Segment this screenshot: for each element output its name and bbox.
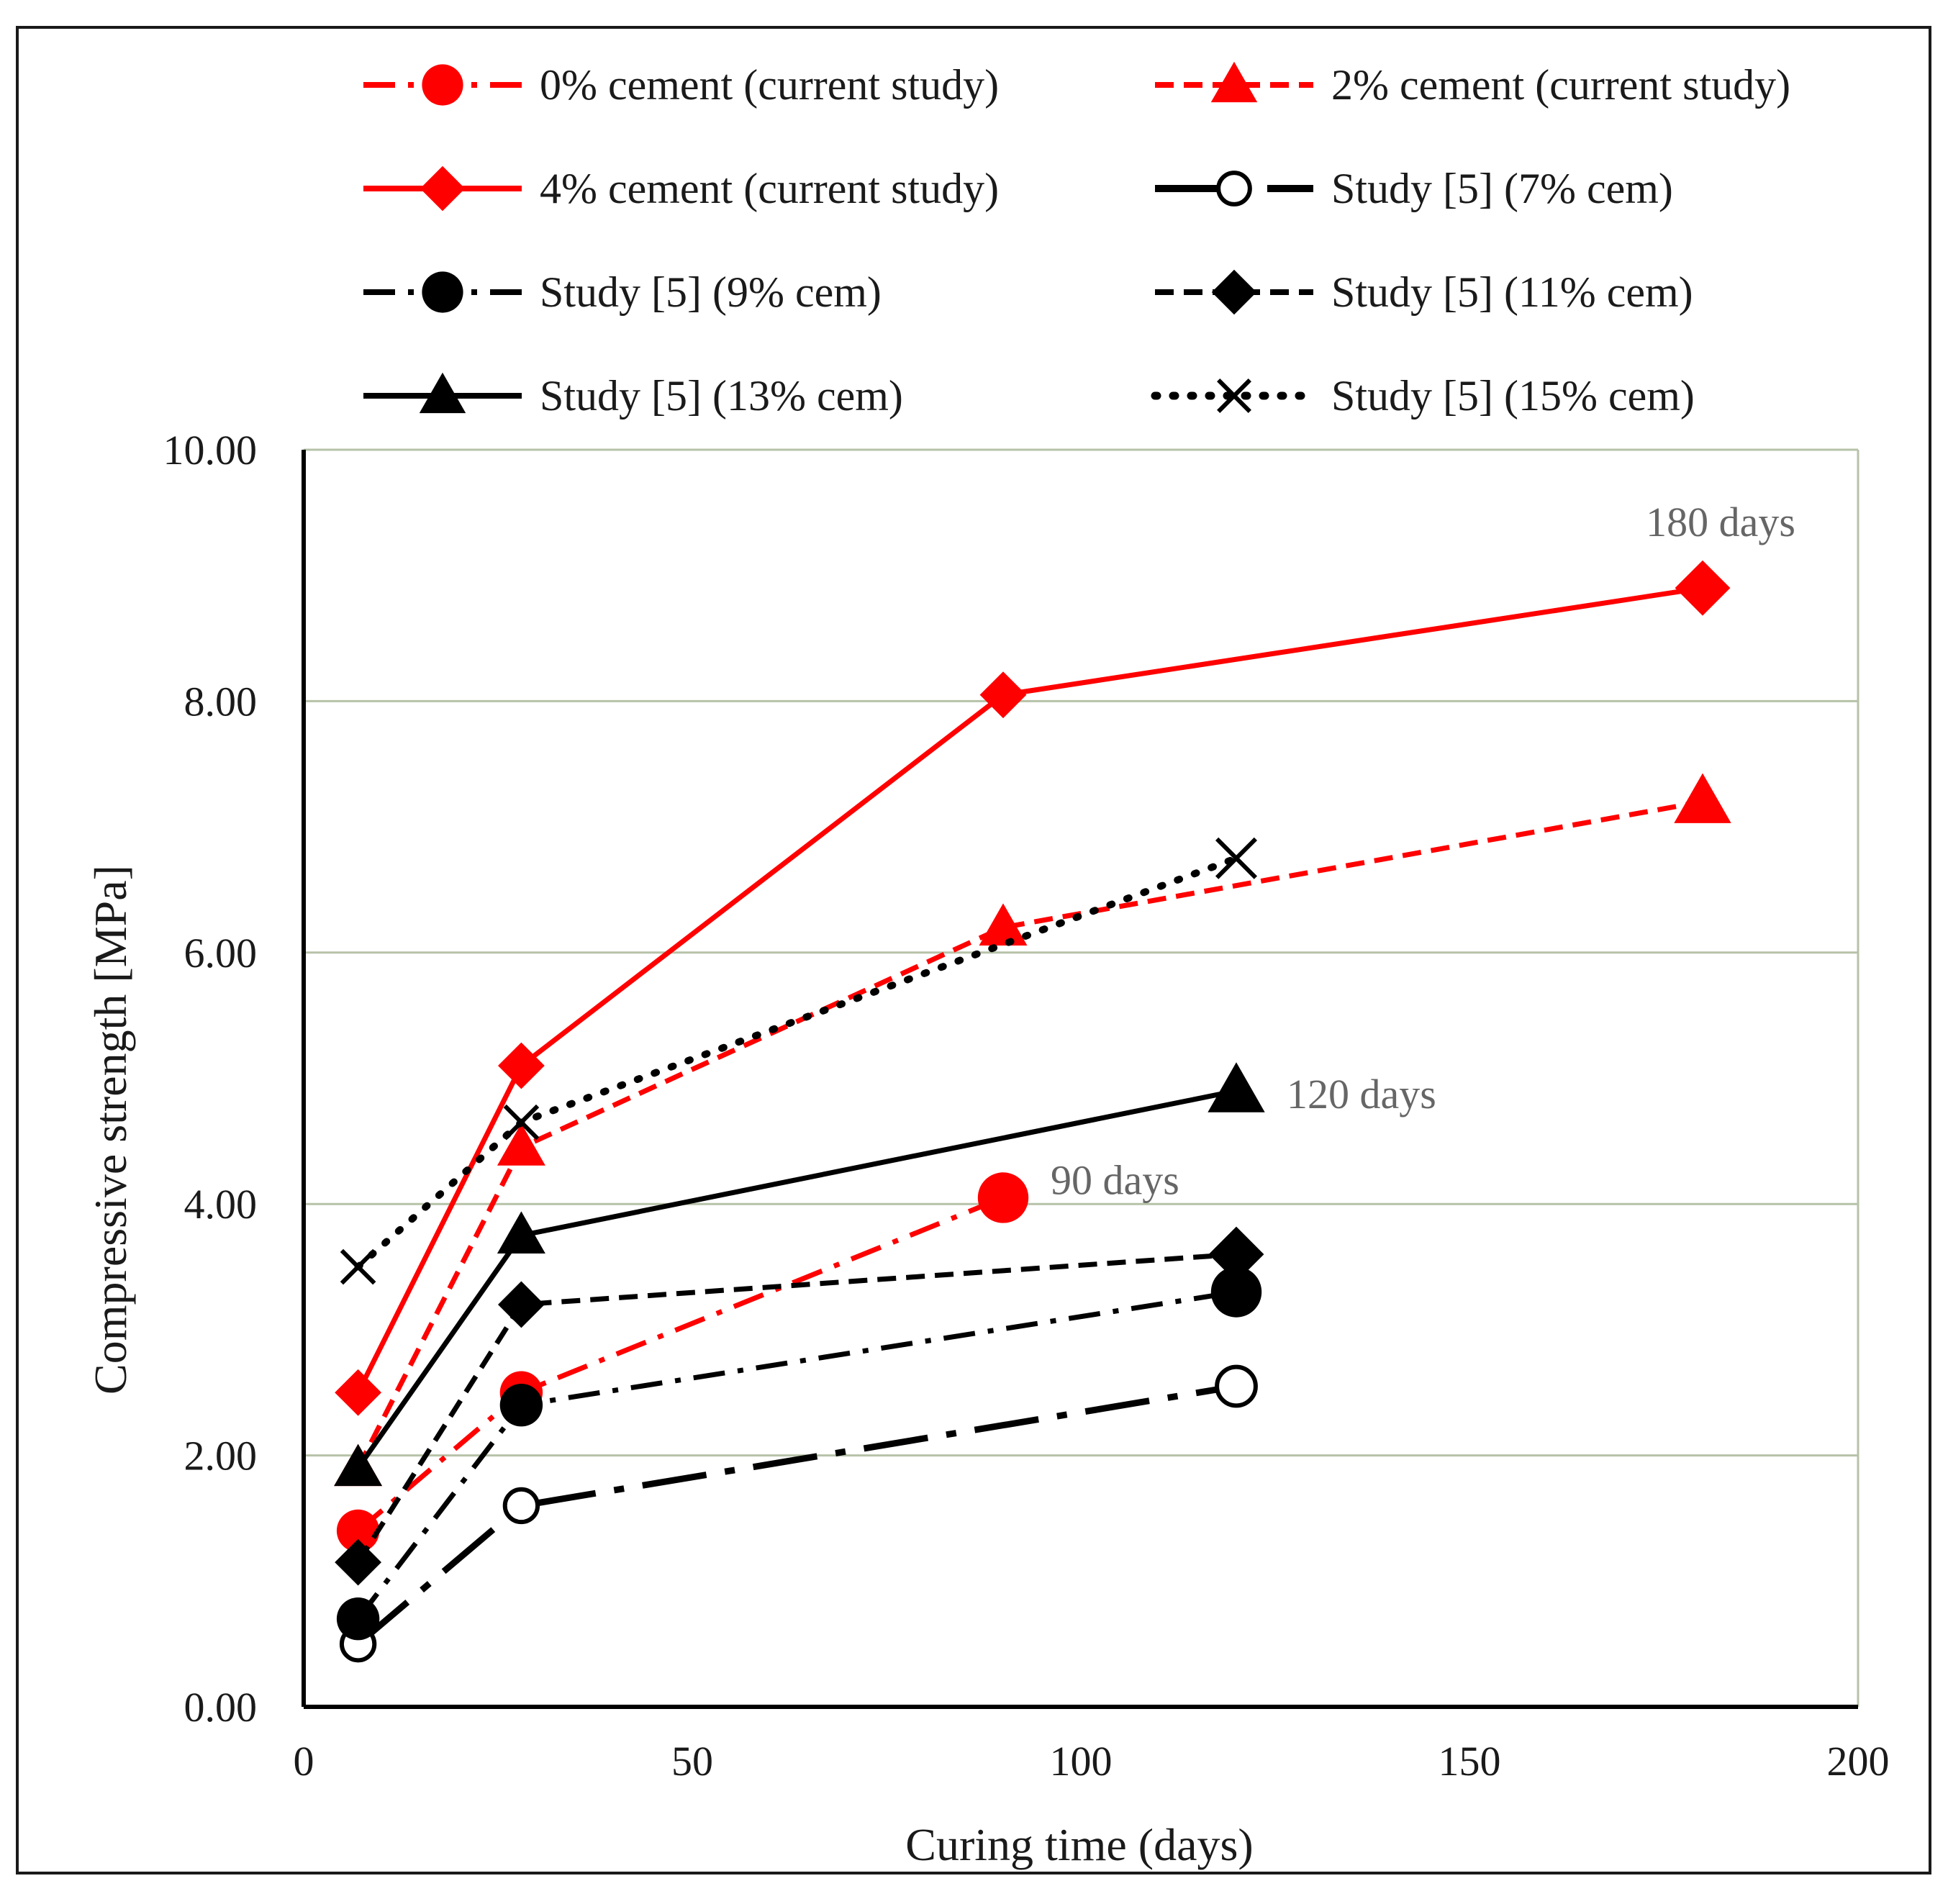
series-line (355, 1383, 1237, 1647)
legend-item: Study [5] (7% cem) (1155, 165, 1673, 212)
annotation-label: 90 days (1051, 1156, 1179, 1203)
legend-label: Study [5] (15% cem) (1331, 372, 1695, 420)
data-point (335, 1538, 381, 1586)
legend-item: 2% cement (current study) (1155, 61, 1790, 109)
x-tick-label: 200 (1827, 1738, 1890, 1785)
legend-label: Study [5] (11% cem) (1331, 268, 1693, 316)
figure-border (16, 26, 1931, 1874)
legend: 0% cement (current study) 2% cement (curr… (363, 61, 1790, 420)
annotations: 180 days 120 days 90 days (1051, 499, 1795, 1203)
x-tick-label: 100 (1050, 1738, 1113, 1785)
series-7 (340, 837, 1258, 1285)
legend-item: Study [5] (13% cem) (363, 372, 903, 420)
data-point (502, 1487, 540, 1525)
legend-label: 0% cement (current study) (540, 61, 999, 109)
legend-label: 4% cement (current study) (540, 165, 999, 212)
legend-item: 0% cement (current study) (363, 61, 999, 109)
legend-label: Study [5] (7% cem) (1331, 165, 1673, 212)
series-2 (335, 560, 1731, 1416)
x-tick-label: 50 (671, 1738, 713, 1785)
data-point (498, 1042, 545, 1089)
grid (304, 448, 1859, 1707)
legend-swatch-marker (422, 64, 463, 106)
series-5 (335, 1226, 1264, 1586)
legend-swatch-marker (1211, 269, 1257, 315)
axes: 0.00 2.00 4.00 6.00 8.00 10.00 0 50 100 150 200 (163, 427, 1890, 1785)
legend-swatch-marker (419, 372, 466, 414)
y-tick-label: 6.00 (184, 930, 258, 976)
legend-swatch-marker (1217, 378, 1251, 413)
data-point (498, 1281, 545, 1328)
series-4 (336, 1266, 1262, 1641)
legend-swatch-marker (1210, 61, 1258, 103)
series-line (355, 799, 1703, 1469)
data-point (336, 1597, 380, 1641)
data-point (503, 1104, 540, 1141)
data-point (977, 1172, 1029, 1223)
data-point (335, 1369, 381, 1416)
data-point (1215, 1364, 1258, 1408)
legend-item: 4% cement (current study) (363, 165, 999, 212)
legend-swatch-marker (420, 166, 466, 212)
data-point (1210, 1266, 1262, 1318)
y-axis-label: Compressive strength [MPa] (85, 865, 136, 1395)
annotation-label: 120 days (1287, 1071, 1436, 1118)
x-tick-label: 150 (1439, 1738, 1501, 1785)
data-point (1675, 560, 1731, 616)
legend-item: Study [5] (15% cem) (1151, 372, 1695, 420)
data-point (334, 1443, 383, 1487)
legend-swatch-marker (1216, 171, 1252, 207)
data-point (1674, 773, 1731, 823)
legend-label: Study [5] (13% cem) (540, 372, 903, 420)
data-point (340, 1248, 376, 1285)
data-point (336, 1509, 380, 1553)
annotation-label: 180 days (1646, 499, 1795, 545)
data-point (1215, 837, 1258, 879)
legend-swatch-marker (422, 271, 463, 313)
series-line (355, 585, 1703, 1394)
data-point (1208, 1062, 1265, 1112)
legend-label: 2% cement (current study) (1331, 61, 1790, 109)
x-tick-label: 0 (294, 1738, 314, 1785)
y-tick-label: 4.00 (184, 1181, 258, 1228)
y-tick-label: 0.00 (184, 1684, 258, 1731)
data-point (497, 1123, 545, 1166)
data-point (497, 1211, 545, 1254)
legend-item: Study [5] (11% cem) (1155, 268, 1693, 316)
y-tick-label: 8.00 (184, 678, 258, 725)
legend-item: Study [5] (9% cem) (363, 268, 882, 316)
y-tick-label: 10.00 (163, 427, 258, 473)
data-point (979, 671, 1027, 719)
series-6 (334, 1062, 1265, 1487)
y-tick-label: 2.00 (184, 1433, 258, 1479)
data-point (1208, 1226, 1264, 1282)
legend-label: Study [5] (9% cem) (540, 268, 882, 316)
data-point (499, 1384, 543, 1427)
series-group (334, 560, 1731, 1663)
data-point (979, 903, 1028, 946)
x-axis-label: Curing time (days) (905, 1819, 1253, 1870)
